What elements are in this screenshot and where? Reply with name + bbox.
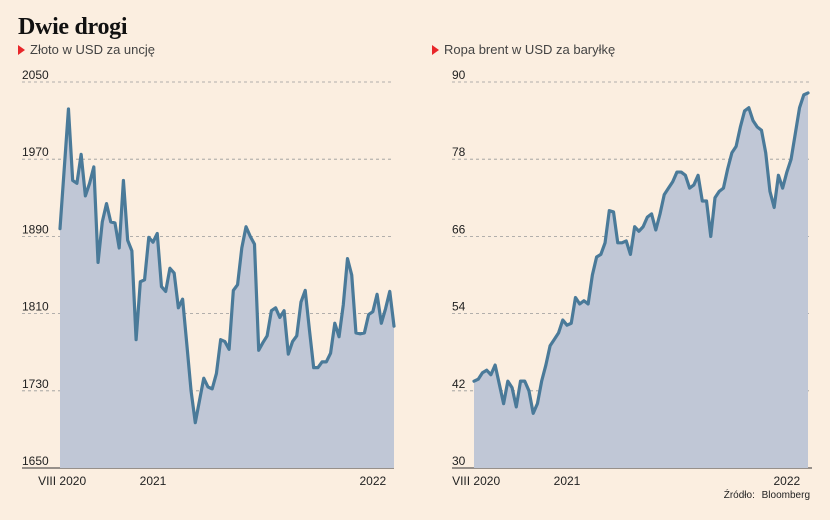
chart-title: Dwie drogi xyxy=(18,14,128,40)
brent-y-tick-label: 78 xyxy=(452,145,466,159)
brent-x-tick-label: VIII 2020 xyxy=(452,474,500,488)
gold-y-tick-label: 2050 xyxy=(22,68,49,82)
brent-series-line xyxy=(472,91,810,415)
red-triangle-marker-icon xyxy=(18,44,25,55)
source-note: Źródło: Bloomberg xyxy=(720,490,810,501)
gold-y-tick-label: 1730 xyxy=(22,377,49,391)
brent-x-tick-label: 2021 xyxy=(554,474,581,488)
gold-y-tick-label: 1890 xyxy=(22,222,49,236)
red-triangle-marker-icon xyxy=(432,44,439,55)
brent-y-tick-label: 90 xyxy=(452,68,466,82)
brent-y-tick-label: 42 xyxy=(452,377,466,391)
gold-y-tick-label: 1970 xyxy=(22,145,49,159)
source-label: Źródło: xyxy=(723,490,755,501)
left-chart-subtitle-text: Złoto w USD za uncję xyxy=(30,42,155,57)
gold-y-tick-label: 1650 xyxy=(22,454,49,468)
brent-x-tick-label: 2022 xyxy=(774,474,801,488)
right-chart-subtitle: Ropa brent w USD za baryłkę xyxy=(432,42,615,57)
gold-series-line xyxy=(58,107,396,425)
gold-x-tick-label: 2021 xyxy=(140,474,167,488)
brent-y-tick-label: 66 xyxy=(452,222,466,236)
brent-y-tick-label: 54 xyxy=(452,300,466,314)
gold-y-tick-label: 1810 xyxy=(22,300,49,314)
left-chart-subtitle: Złoto w USD za uncję xyxy=(18,42,155,57)
gold-x-tick-label: VIII 2020 xyxy=(38,474,86,488)
gold-x-tick-label: 2022 xyxy=(360,474,387,488)
right-chart-subtitle-text: Ropa brent w USD za baryłkę xyxy=(444,42,616,57)
brent-area xyxy=(474,92,808,468)
gold-area xyxy=(60,109,394,469)
source-value: Bloomberg xyxy=(761,490,810,501)
brent-y-tick-label: 30 xyxy=(452,454,466,468)
